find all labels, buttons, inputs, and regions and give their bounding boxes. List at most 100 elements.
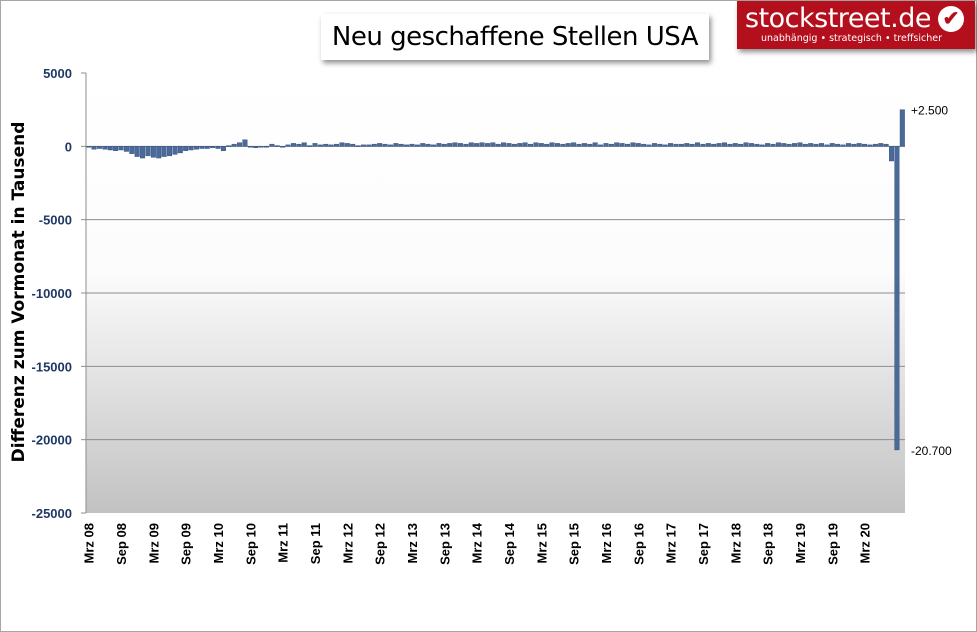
bar <box>625 143 630 147</box>
x-tick-label: Mrz 15 <box>534 523 549 563</box>
bar <box>619 143 625 147</box>
bar <box>592 142 598 147</box>
bar <box>506 143 512 147</box>
bar <box>285 144 291 147</box>
bar <box>872 143 878 147</box>
x-tick-label: Mrz 08 <box>82 523 97 563</box>
stockstreet-logo[interactable]: stockstreet.de ✔ unabhängig • strategisc… <box>737 1 975 49</box>
bar <box>603 143 609 147</box>
bar <box>290 143 296 147</box>
bar <box>183 146 189 151</box>
bar <box>517 143 523 147</box>
bar <box>366 144 372 147</box>
y-tick-label: -20000 <box>32 433 72 448</box>
chart-title-box: Neu geschaffene Stellen USA <box>321 14 709 60</box>
bar <box>748 143 754 147</box>
bar <box>684 143 690 147</box>
bar <box>495 143 501 147</box>
bar <box>107 146 113 151</box>
bar <box>560 143 566 147</box>
bar <box>759 144 765 147</box>
bar <box>242 139 248 147</box>
bar <box>334 143 340 147</box>
bar <box>167 146 173 157</box>
bar <box>716 143 722 147</box>
bar <box>571 142 577 147</box>
bar <box>770 143 776 147</box>
bar <box>323 143 329 147</box>
bar <box>544 143 550 147</box>
bar <box>630 142 636 147</box>
bar <box>867 144 873 147</box>
bar <box>565 143 571 147</box>
bar <box>220 146 226 151</box>
bar <box>344 143 350 147</box>
y-tick-label: 0 <box>65 139 72 154</box>
bar <box>662 144 668 147</box>
bar <box>172 146 178 155</box>
bar <box>253 146 259 148</box>
bar <box>673 143 679 147</box>
data-label: -20.700 <box>911 444 952 458</box>
bar <box>150 146 156 158</box>
bar <box>894 146 900 451</box>
bar <box>614 142 620 147</box>
bar <box>91 146 97 150</box>
bar <box>722 142 727 147</box>
bar <box>193 146 199 150</box>
bar <box>479 142 485 147</box>
bar <box>501 142 507 147</box>
bar <box>695 142 701 147</box>
bar <box>274 145 280 147</box>
bar <box>754 143 760 147</box>
bar <box>145 146 151 157</box>
bar <box>792 143 798 147</box>
bar <box>231 143 237 147</box>
bar <box>350 143 356 147</box>
bar <box>134 146 140 157</box>
bar <box>845 143 851 147</box>
x-tick-label: Sep 09 <box>179 523 194 565</box>
x-tick-label: Sep 12 <box>373 523 388 565</box>
logo-name: stockstreet.de <box>745 3 931 34</box>
bar <box>808 143 814 147</box>
bar <box>711 143 717 147</box>
bar <box>554 143 560 147</box>
y-tick-label: -15000 <box>32 359 72 374</box>
bar <box>296 143 302 147</box>
bar <box>156 146 162 159</box>
bar <box>598 144 604 147</box>
bar <box>280 146 286 148</box>
x-tick-label: Sep 16 <box>631 523 646 565</box>
x-tick-label: Mrz 09 <box>146 523 161 563</box>
bar <box>269 143 275 147</box>
bar <box>161 146 167 157</box>
data-label: +2.500 <box>911 104 948 118</box>
annotations: +2.500 -20.700 <box>911 104 952 458</box>
bar <box>576 143 582 147</box>
bar <box>608 143 614 147</box>
bar <box>129 146 135 154</box>
bar <box>441 143 447 147</box>
bar <box>361 144 366 147</box>
bar <box>781 143 787 147</box>
bar <box>264 146 269 148</box>
x-tick-label: Mrz 16 <box>599 523 614 563</box>
bar <box>328 144 334 147</box>
bar <box>177 146 183 154</box>
bar <box>657 143 663 147</box>
y-tick-label: -10000 <box>32 286 72 301</box>
bar <box>732 143 738 147</box>
bar <box>635 143 641 147</box>
bar <box>878 143 884 147</box>
bar-series <box>86 109 905 451</box>
bar <box>123 146 129 152</box>
bar <box>204 146 210 149</box>
bar <box>371 143 377 147</box>
x-tick-label: Mrz 14 <box>470 522 485 563</box>
bar <box>528 143 534 147</box>
bar <box>457 143 463 147</box>
bar <box>339 142 345 147</box>
bar <box>226 145 232 147</box>
bar <box>468 142 474 147</box>
